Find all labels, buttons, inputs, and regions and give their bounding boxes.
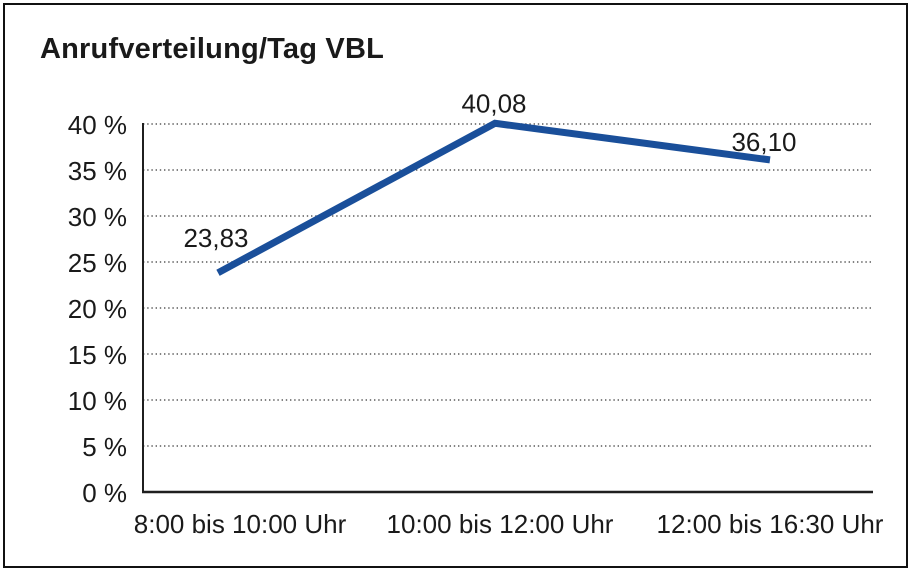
y-tick-label: 25 % — [68, 248, 127, 278]
y-tick-label: 5 % — [82, 432, 127, 462]
x-category-label: 10:00 bis 12:00 Uhr — [387, 509, 614, 539]
chart-title: Anrufverteilung/Tag VBL — [40, 33, 385, 65]
data-point-label: 40,08 — [461, 88, 526, 118]
data-series-line — [216, 119, 771, 276]
data-point-label: 36,10 — [731, 127, 796, 157]
y-tick-label: 20 % — [68, 294, 127, 324]
x-category-label: 12:00 bis 16:30 Uhr — [657, 509, 884, 539]
x-category-label: 8:00 bis 10:00 Uhr — [134, 509, 347, 539]
y-tick-label: 30 % — [68, 202, 127, 232]
figure-border — [3, 3, 908, 568]
y-tick-label: 0 % — [82, 478, 127, 508]
y-tick-label: 40 % — [68, 110, 127, 140]
y-tick-label: 35 % — [68, 156, 127, 186]
y-tick-label: 15 % — [68, 340, 127, 370]
y-tick-label: 10 % — [68, 386, 127, 416]
data-point-label: 23,83 — [183, 223, 248, 253]
